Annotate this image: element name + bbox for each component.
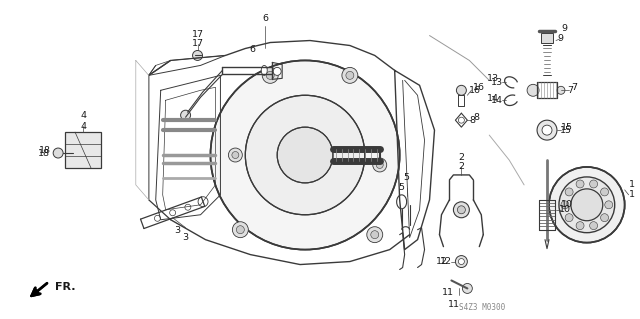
Text: 5: 5	[399, 183, 404, 192]
Circle shape	[458, 117, 465, 123]
Circle shape	[185, 204, 191, 210]
Circle shape	[170, 210, 175, 216]
Text: 6: 6	[262, 14, 268, 23]
Circle shape	[565, 188, 573, 196]
Circle shape	[456, 256, 467, 268]
Text: 11: 11	[442, 288, 454, 297]
Circle shape	[605, 201, 612, 209]
Text: 9: 9	[561, 24, 567, 33]
Circle shape	[527, 84, 539, 96]
Text: 6: 6	[250, 45, 255, 54]
Text: 10: 10	[561, 200, 573, 209]
Text: 3: 3	[182, 233, 189, 242]
Text: 13: 13	[491, 78, 503, 87]
Text: 16: 16	[474, 83, 485, 92]
Circle shape	[346, 71, 354, 79]
Circle shape	[559, 177, 614, 233]
Text: 15: 15	[561, 122, 573, 132]
Circle shape	[198, 197, 208, 207]
Circle shape	[565, 214, 573, 222]
Text: 11: 11	[449, 300, 460, 309]
Text: 8: 8	[474, 113, 479, 122]
Text: 15: 15	[560, 126, 572, 135]
Text: 18: 18	[39, 145, 51, 154]
Text: 7: 7	[571, 83, 577, 92]
Text: 4: 4	[80, 111, 86, 120]
Circle shape	[537, 120, 557, 140]
Text: 8: 8	[469, 116, 476, 125]
Text: 12: 12	[440, 257, 451, 266]
Circle shape	[576, 222, 584, 230]
Text: S4Z3 M0300: S4Z3 M0300	[460, 303, 506, 312]
Text: 17: 17	[191, 39, 204, 48]
Circle shape	[211, 60, 399, 249]
Text: 13: 13	[487, 74, 499, 83]
Text: 4: 4	[80, 122, 86, 131]
Circle shape	[376, 161, 383, 168]
Text: 18: 18	[38, 149, 50, 158]
Text: 17: 17	[191, 30, 204, 39]
Text: 2: 2	[458, 152, 465, 161]
Circle shape	[367, 227, 383, 243]
Text: 14: 14	[487, 94, 499, 103]
Circle shape	[549, 167, 625, 243]
Circle shape	[589, 180, 598, 188]
Circle shape	[236, 226, 244, 234]
Circle shape	[193, 50, 202, 60]
Circle shape	[542, 125, 552, 135]
Text: 1: 1	[628, 180, 635, 189]
Circle shape	[266, 71, 274, 79]
Text: 14: 14	[491, 96, 503, 105]
Text: FR.: FR.	[55, 282, 76, 293]
Circle shape	[561, 201, 569, 209]
Circle shape	[458, 206, 465, 214]
Text: 1: 1	[628, 190, 635, 199]
Text: 5: 5	[404, 174, 410, 182]
Circle shape	[600, 214, 609, 222]
Text: 2: 2	[458, 162, 465, 172]
Text: 3: 3	[175, 226, 180, 235]
Circle shape	[456, 85, 467, 95]
Text: 16: 16	[469, 86, 481, 95]
Circle shape	[557, 86, 565, 94]
Circle shape	[371, 231, 379, 239]
Circle shape	[342, 67, 358, 83]
FancyBboxPatch shape	[65, 132, 101, 168]
Circle shape	[571, 189, 603, 221]
Circle shape	[576, 180, 584, 188]
Circle shape	[277, 127, 333, 183]
Circle shape	[462, 284, 472, 293]
Text: 10: 10	[559, 205, 571, 214]
FancyBboxPatch shape	[541, 33, 553, 42]
Ellipse shape	[261, 65, 268, 75]
Circle shape	[180, 110, 191, 120]
Circle shape	[232, 152, 239, 159]
Circle shape	[53, 148, 63, 158]
Circle shape	[228, 148, 243, 162]
FancyArrowPatch shape	[31, 283, 47, 296]
Circle shape	[154, 215, 161, 221]
Circle shape	[273, 67, 281, 75]
Text: 7: 7	[567, 86, 573, 95]
Circle shape	[453, 202, 469, 218]
Text: 12: 12	[435, 257, 447, 266]
Circle shape	[232, 222, 248, 238]
Circle shape	[600, 188, 609, 196]
Circle shape	[372, 158, 387, 172]
Circle shape	[458, 259, 465, 264]
Circle shape	[262, 67, 278, 83]
Text: 9: 9	[557, 34, 563, 43]
Circle shape	[245, 95, 365, 215]
Circle shape	[589, 222, 598, 230]
